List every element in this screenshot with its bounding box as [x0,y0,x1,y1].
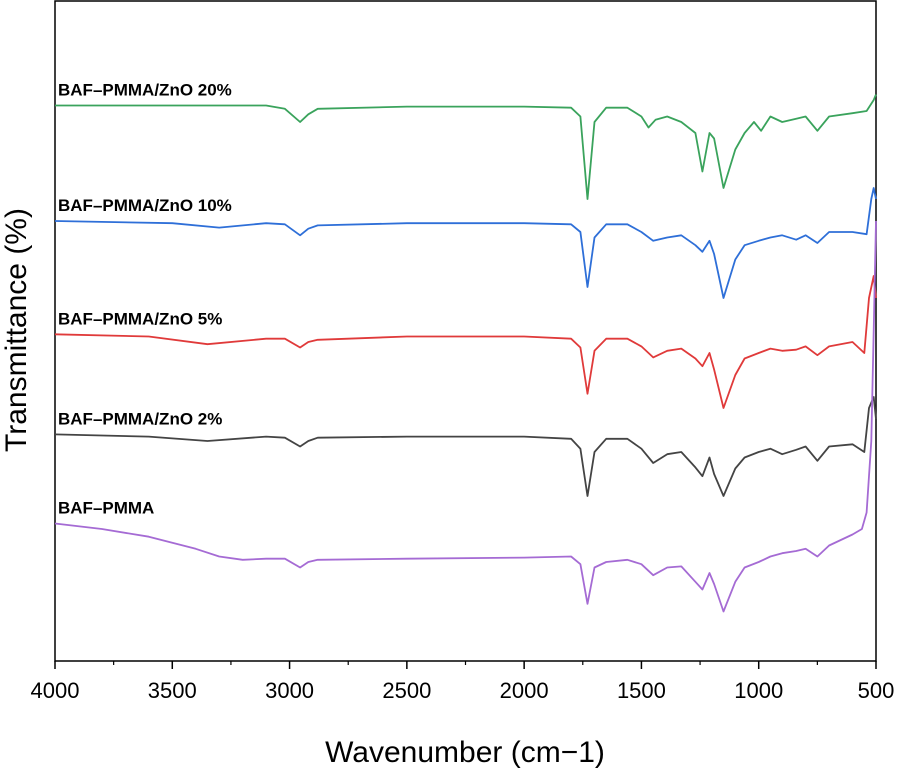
series-label-0: BAF–PMMA/ZnO 20% [58,81,232,100]
series-line-4 [54,220,877,613]
x-axis-title: Wavenumber (cm−1) [325,736,605,769]
series-label-1: BAF–PMMA/ZnO 10% [58,196,232,215]
series-line-2 [54,275,877,409]
x-tick-label: 1000 [734,678,783,703]
y-axis-title: Transmittance (%) [0,208,33,452]
x-tick-label: 500 [858,678,895,703]
x-tick-label: 4000 [31,678,80,703]
x-axis-tick-labels: 4000 3500 3000 2500 2000 1500 1000 500 [31,678,895,703]
x-tick-label: 3000 [265,678,314,703]
x-tick-label: 3500 [148,678,197,703]
series-line-0 [55,94,877,200]
series-line-3 [54,396,877,497]
series-lines [54,94,877,613]
x-tick-label: 2500 [382,678,431,703]
series-labels: BAF–PMMA/ZnO 20% BAF–PMMA/ZnO 10% BAF–PMMA… [58,81,232,518]
series-label-3: BAF–PMMA/ZnO 2% [58,409,222,428]
series-label-4: BAF–PMMA [58,499,154,518]
x-tick-label: 1500 [617,678,666,703]
series-line-1 [54,187,877,299]
plot-frame [54,0,877,662]
x-tick-label: 2000 [500,678,549,703]
series-label-2: BAF–PMMA/ZnO 5% [58,309,222,328]
x-axis-ticks [54,661,877,669]
